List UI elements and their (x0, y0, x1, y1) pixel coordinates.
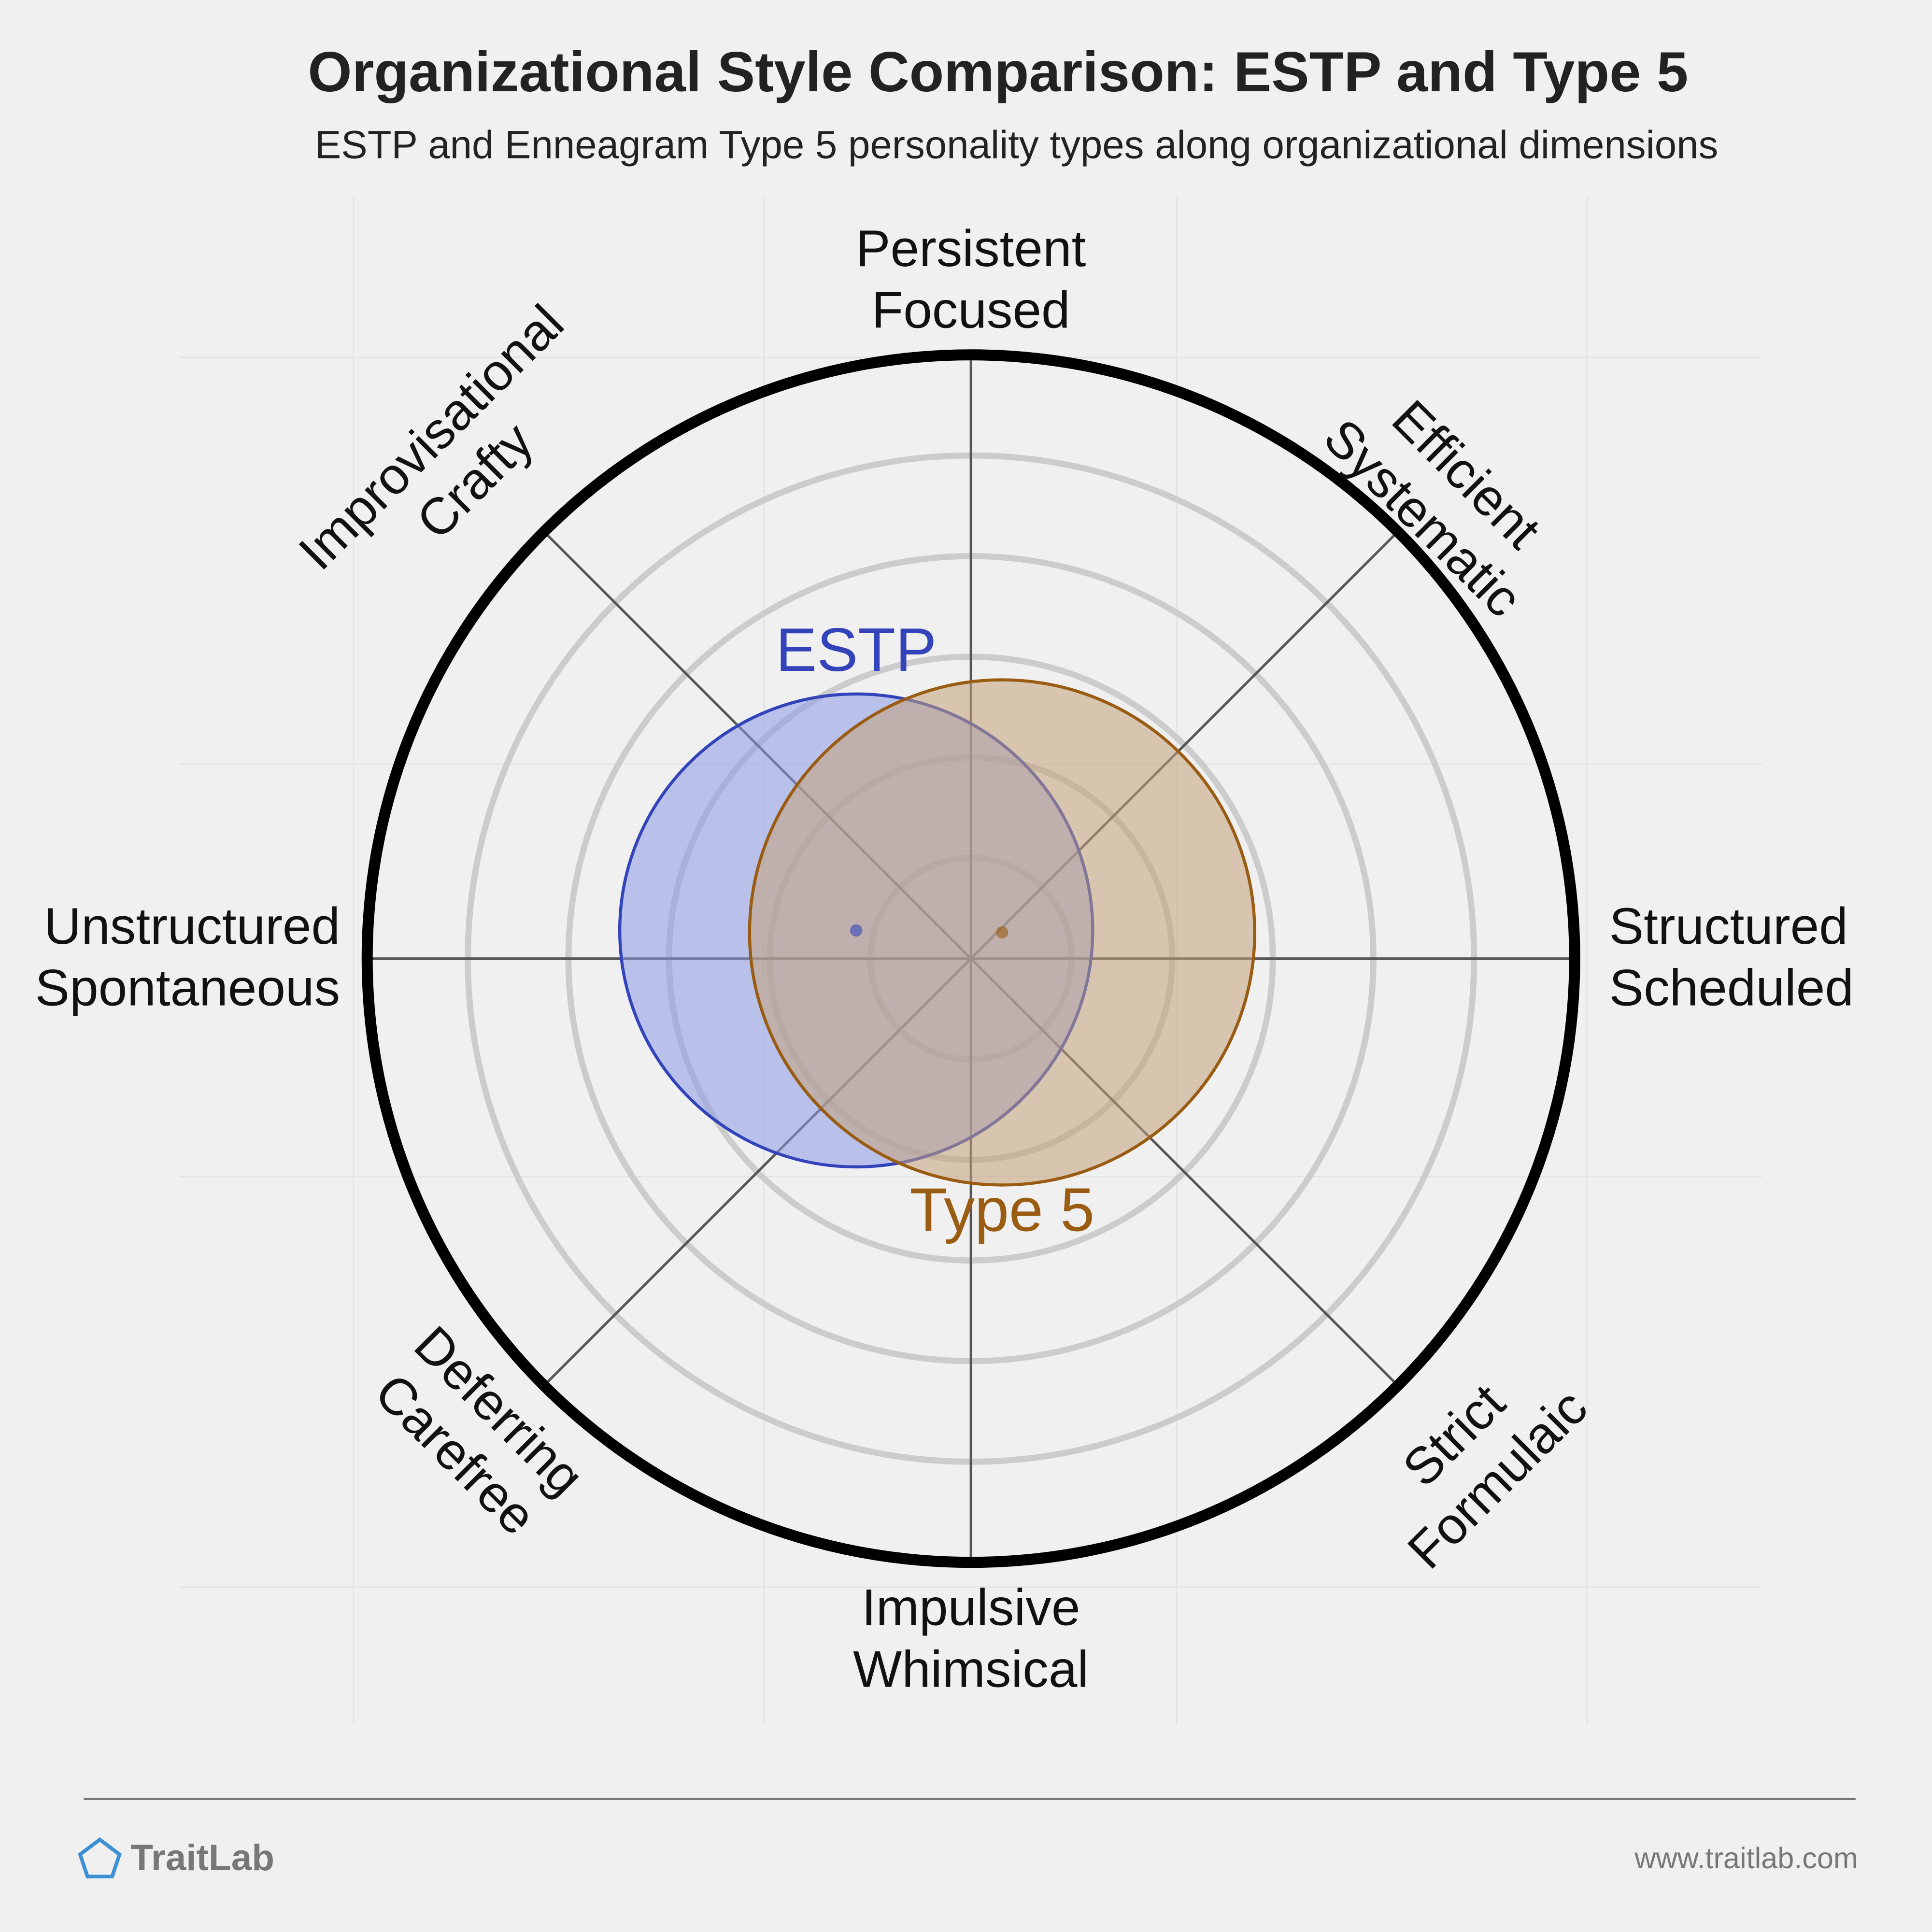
axis-label: Impulsive Whimsical (853, 1578, 1089, 1698)
axis-label: Unstructured Spontaneous (35, 897, 340, 1017)
series-label: ESTP (776, 616, 937, 684)
chart-subtitle: ESTP and Enneagram Type 5 personality ty… (315, 123, 1719, 167)
axis-label-line: Scheduled (1609, 959, 1854, 1017)
series-center (850, 924, 863, 937)
axis-label-line: Focused (872, 281, 1070, 339)
axis-label-line: Spontaneous (35, 959, 340, 1017)
axis-label-line: Impulsive (862, 1578, 1080, 1636)
axis-label-line: Structured (1609, 897, 1848, 955)
axis-label: Persistent Focused (856, 219, 1086, 339)
axis-label-line: Whimsical (853, 1640, 1089, 1698)
series-label: Type 5 (909, 1176, 1094, 1244)
axis-label-line: Persistent (856, 219, 1086, 277)
brand: TraitLab (130, 1837, 274, 1878)
chart-title: Organizational Style Comparison: ESTP an… (308, 40, 1688, 103)
axis-label-line: Unstructured (44, 897, 340, 955)
outer-ring (361, 349, 1580, 1568)
logo-icon (78, 1837, 122, 1879)
url: www.traitlab.com (1634, 1842, 1858, 1875)
axis-label: Structured Scheduled (1609, 897, 1854, 1017)
series-center (996, 926, 1009, 939)
